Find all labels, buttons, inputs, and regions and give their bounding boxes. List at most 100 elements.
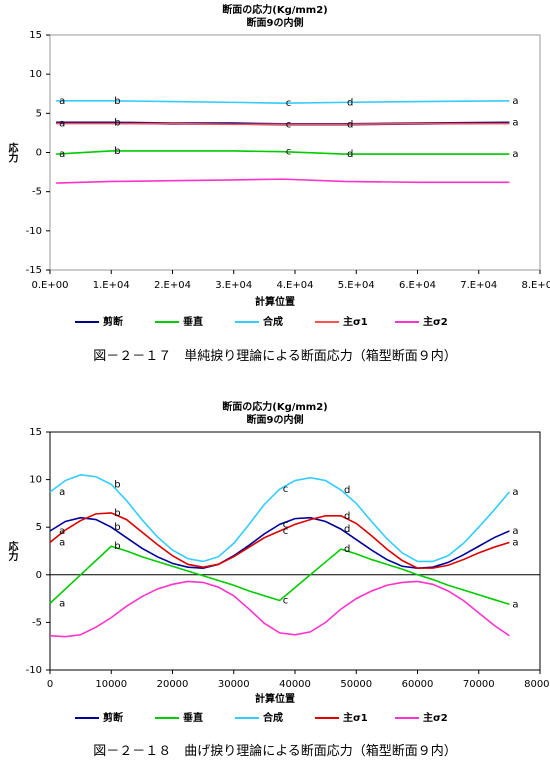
series-line xyxy=(49,545,510,606)
point-label: d xyxy=(347,119,353,130)
x-tick-label: 1.E+04 xyxy=(93,280,130,291)
point-label: d xyxy=(347,149,353,160)
point-label: a xyxy=(59,487,65,498)
x-axis-label: 計算位置 xyxy=(255,295,295,308)
x-tick-label: 2.E+04 xyxy=(154,280,191,291)
chart-panel: 断面の応力(Kg/mm2) 断面9の内側 -10 -5 0 5 10 15 0 10000 2000… xyxy=(0,392,550,737)
legend-label: 主σ2 xyxy=(423,315,448,328)
point-label: c xyxy=(286,119,292,130)
y-axis-label: 応力 xyxy=(6,141,18,163)
series-line xyxy=(56,178,510,184)
x-tick-label: 20000 xyxy=(157,679,189,690)
point-label: b xyxy=(114,508,120,519)
point-label: d xyxy=(344,511,350,522)
point-label: b xyxy=(114,522,120,533)
x-tick-label: 0.E+00 xyxy=(32,280,69,291)
chart-subtitle: 断面9の内側 xyxy=(247,16,304,29)
x-tick-label: 4.E+04 xyxy=(277,280,314,291)
point-label: d xyxy=(344,485,350,496)
point-label: a xyxy=(512,149,518,160)
point-label: c xyxy=(286,98,292,109)
point-label: d xyxy=(344,524,350,535)
y-tick-label: 0 xyxy=(36,570,42,581)
point-label: b xyxy=(114,541,120,552)
x-tick-label: 50000 xyxy=(340,679,372,690)
point-label: a xyxy=(512,487,518,498)
chart-title: 断面の応力(Kg/mm2) xyxy=(222,3,328,16)
point-label: a xyxy=(512,599,518,610)
point-label: a xyxy=(512,96,518,107)
y-tick-label: 10 xyxy=(29,475,42,486)
caption: 図－２－１８ 曲げ捩り理論による断面応力（箱型断面９内） xyxy=(93,744,457,759)
y-tick-label: -5 xyxy=(32,617,42,628)
point-label: a xyxy=(59,119,65,130)
legend-label: 垂直 xyxy=(183,711,203,724)
y-tick-label: 15 xyxy=(29,30,42,41)
x-tick-label: 30000 xyxy=(218,679,250,690)
point-label: c xyxy=(283,526,289,537)
x-tick-label: 60000 xyxy=(402,679,434,690)
point-label: c xyxy=(283,519,289,530)
chart-title: 断面の応力(Kg/mm2) xyxy=(222,400,328,413)
point-label: a xyxy=(59,149,65,160)
legend-label: 合成 xyxy=(262,315,283,328)
point-label: a xyxy=(512,118,518,129)
x-tick-label: 40000 xyxy=(279,679,311,690)
point-label: a xyxy=(59,537,65,548)
point-label: a xyxy=(512,537,518,548)
series-line xyxy=(49,474,510,563)
x-tick-label: 8.E+04 xyxy=(522,280,550,291)
x-tick-label: 0 xyxy=(47,679,53,690)
x-tick-label: 10000 xyxy=(95,679,127,690)
y-tick-label: -15 xyxy=(26,265,42,276)
x-tick-label: 3.E+04 xyxy=(215,280,252,291)
x-tick-label: 6.E+04 xyxy=(399,280,436,291)
x-tick-label: 80000 xyxy=(524,679,550,690)
series-line xyxy=(56,100,510,104)
point-label: c xyxy=(283,596,289,607)
y-tick-label: 15 xyxy=(29,427,42,438)
x-tick-label: 7.E+04 xyxy=(460,280,497,291)
point-label: d xyxy=(347,97,353,108)
caption: 図－２－１７ 単純捩り理論による断面応力（箱型断面９内） xyxy=(93,349,457,364)
legend-label: 主σ2 xyxy=(423,711,448,724)
legend-label: 合成 xyxy=(262,711,283,724)
series-line xyxy=(49,580,510,638)
x-tick-label: 70000 xyxy=(463,679,495,690)
point-label: b xyxy=(114,118,120,129)
point-label: a xyxy=(59,96,65,107)
legend-label: 剪断 xyxy=(103,315,123,328)
series-line xyxy=(56,122,510,126)
series-line xyxy=(49,512,510,569)
legend-label: 剪断 xyxy=(103,711,123,724)
y-tick-label: 5 xyxy=(36,108,42,119)
y-tick-label: -10 xyxy=(26,665,42,676)
legend-label: 主σ1 xyxy=(343,711,368,724)
y-tick-label: 5 xyxy=(36,522,42,533)
chart: 断面の応力(Kg/mm2)断面9の内側 -10 -5 0 5 10 15 0 10000 2000… xyxy=(6,400,550,724)
series-line xyxy=(56,150,510,155)
point-label: b xyxy=(114,146,120,157)
point-label: b xyxy=(114,96,120,107)
y-tick-label: -5 xyxy=(32,187,42,198)
legend-label: 主σ1 xyxy=(343,315,368,328)
y-tick-label: 10 xyxy=(29,69,42,80)
chart: 断面の応力(Kg/mm2)断面9の内側 -15 -10 -5 0 5 10 15 0.E+00 1… xyxy=(6,3,550,328)
series-line xyxy=(49,516,510,569)
point-label: a xyxy=(512,526,518,537)
point-label: a xyxy=(59,526,65,537)
x-tick-label: 5.E+04 xyxy=(338,280,375,291)
y-axis-label: 応力 xyxy=(6,540,18,562)
x-axis-label: 計算位置 xyxy=(255,692,295,705)
chart-panel: 断面の応力(Kg/mm2) 断面9の内側 -15 -10 -5 0 5 10 15 0.E+00 1… xyxy=(0,0,550,345)
y-tick-label: -10 xyxy=(26,226,42,237)
chart-subtitle: 断面9の内側 xyxy=(247,413,304,426)
point-label: d xyxy=(344,544,350,555)
legend-label: 垂直 xyxy=(183,315,203,328)
point-label: c xyxy=(286,147,292,158)
point-label: b xyxy=(114,479,120,490)
y-tick-label: 0 xyxy=(36,148,42,159)
point-label: a xyxy=(59,598,65,609)
point-label: c xyxy=(283,484,289,495)
